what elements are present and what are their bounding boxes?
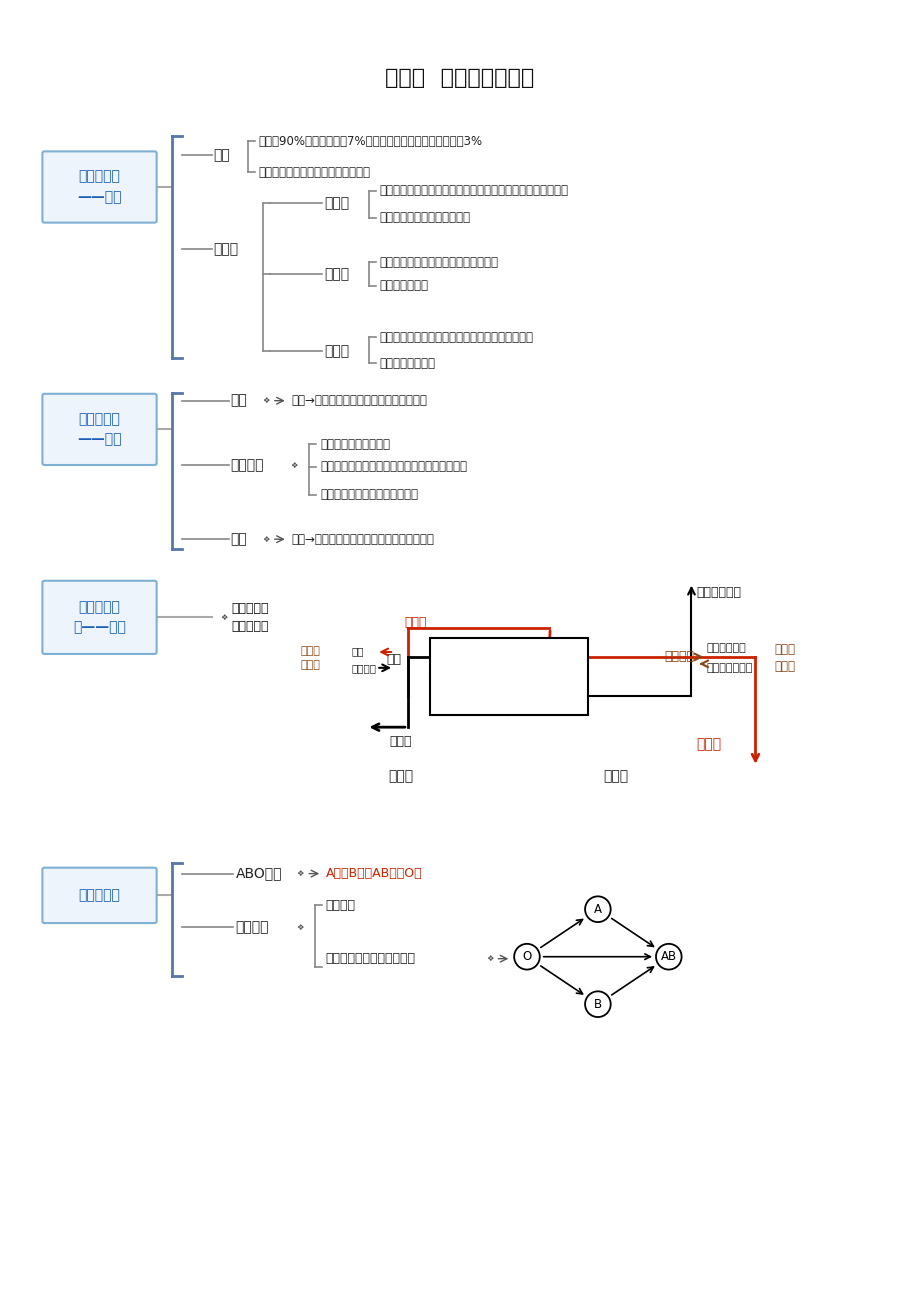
Circle shape [584,896,610,922]
FancyBboxPatch shape [42,867,156,923]
Text: 毛细血管: 毛细血管 [231,458,264,473]
Text: 静脉: 静脉 [231,533,247,547]
Text: 输血和血型: 输血和血型 [78,888,120,902]
Text: 主动脉: 主动脉 [696,737,720,751]
Text: ❖: ❖ [296,870,304,878]
Text: 肺循环: 肺循环 [388,769,413,784]
Text: 输送血液的
泵——心脏: 输送血液的 泵——心脏 [73,600,126,634]
Text: ❖: ❖ [220,613,227,622]
Text: 右心室: 右心室 [458,651,481,664]
Text: 心脏的结构
与血液循环: 心脏的结构 与血液循环 [232,602,268,633]
Text: 组织细胞: 组织细胞 [664,651,694,664]
Text: 动脉: 动脉 [231,393,247,408]
Text: 左心房: 左心房 [537,690,560,703]
Text: 分支→主干，管壁薄，弹性小，血流速度较慢: 分支→主干，管壁薄，弹性小，血流速度较慢 [291,533,434,546]
Circle shape [655,944,681,970]
Text: 肺静脉: 肺静脉 [404,616,426,629]
Text: 氧气: 氧气 [351,646,364,656]
Text: 管壁非常薄，仅由一层上皮细胞构成；流速最慢: 管壁非常薄，仅由一层上皮细胞构成；流速最慢 [320,461,467,474]
Text: 第四章  人体的物质运输: 第四章 人体的物质运输 [385,68,534,89]
Text: 特点：数量少，体积最小，形状不规则，无细胞核: 特点：数量少，体积最小，形状不规则，无细胞核 [379,331,533,344]
Text: 肺泡: 肺泡 [386,654,401,667]
Circle shape [514,944,539,970]
Circle shape [584,991,610,1017]
Text: 流动的组织
——血液: 流动的组织 ——血液 [77,169,121,204]
Text: 红细胞: 红细胞 [323,195,349,210]
FancyBboxPatch shape [42,581,156,654]
Text: 输血原则: 输血原则 [235,921,268,934]
Text: 二氧化碳: 二氧化碳 [351,663,376,673]
Text: 右心房: 右心房 [458,690,481,703]
Text: ❖: ❖ [262,396,269,405]
Text: 功能：运载血细胞，运输养料和废物: 功能：运载血细胞，运输养料和废物 [258,165,369,178]
Text: 特点：数量最多，呈两面凹的圆盘状，成熟的红细胞无细胞核: 特点：数量最多，呈两面凹的圆盘状，成熟的红细胞无细胞核 [379,185,568,198]
Text: 功能：含血红蛋白，能运输氧: 功能：含血红蛋白，能运输氧 [379,211,470,224]
Text: 全身毛
细血管: 全身毛 细血管 [774,643,795,673]
Text: 血流的管道
——血管: 血流的管道 ——血管 [77,413,121,447]
Text: B: B [593,997,601,1010]
Text: 输同型血: 输同型血 [324,898,355,911]
Text: 氧、营养物质: 氧、营养物质 [706,643,745,654]
Text: 主干→分支，管壁厚，弹性大，血流速度快: 主干→分支，管壁厚，弹性大，血流速度快 [291,395,427,408]
Text: 血细胞: 血细胞 [213,242,239,256]
Text: 血浆: 血浆 [213,148,231,163]
Text: A: A [594,902,601,915]
FancyBboxPatch shape [42,151,156,223]
Text: 二氧化碳等废物: 二氧化碳等废物 [706,663,752,673]
Text: O: O [522,950,531,963]
Text: 功能：止血和凝血: 功能：止血和凝血 [379,357,435,370]
Bar [430,638,587,715]
FancyBboxPatch shape [42,393,156,465]
Text: 上、下腔静脉: 上、下腔静脉 [696,586,741,599]
Text: ❖: ❖ [296,923,304,931]
Text: 左心室: 左心室 [537,651,560,664]
Text: 功能：吞噬病菌: 功能：吞噬病菌 [379,280,427,293]
Text: 输血关系（箭头表示输血）: 输血关系（箭头表示输血） [324,952,414,965]
Text: 肺部毛
细血管: 肺部毛 细血管 [300,646,320,669]
Text: 特点：数量最少，体积最大，有细胞核: 特点：数量最少，体积最大，有细胞核 [379,255,498,268]
Text: ❖: ❖ [485,954,493,963]
Text: ABO血型: ABO血型 [235,867,281,880]
Text: 成分：90%，血浆蛋白约7%，葡萄糖、氨基酸、无机盐等约3%: 成分：90%，血浆蛋白约7%，葡萄糖、氨基酸、无机盐等约3% [258,135,482,148]
Text: ❖: ❖ [262,535,269,544]
Text: AB: AB [660,950,676,963]
Text: 内径小，仅允许红细胞单行通过: 内径小，仅允许红细胞单行通过 [320,488,418,501]
Text: 白细胞: 白细胞 [323,267,349,281]
Text: 体循环: 体循环 [602,769,628,784]
Text: 肺动脉: 肺动脉 [390,734,412,747]
Text: 连接最小的动脉和静脉: 连接最小的动脉和静脉 [320,437,390,450]
Text: 血小板: 血小板 [323,344,349,358]
Text: A型、B型、AB型、O型: A型、B型、AB型、O型 [325,867,422,880]
Text: ❖: ❖ [290,461,298,470]
